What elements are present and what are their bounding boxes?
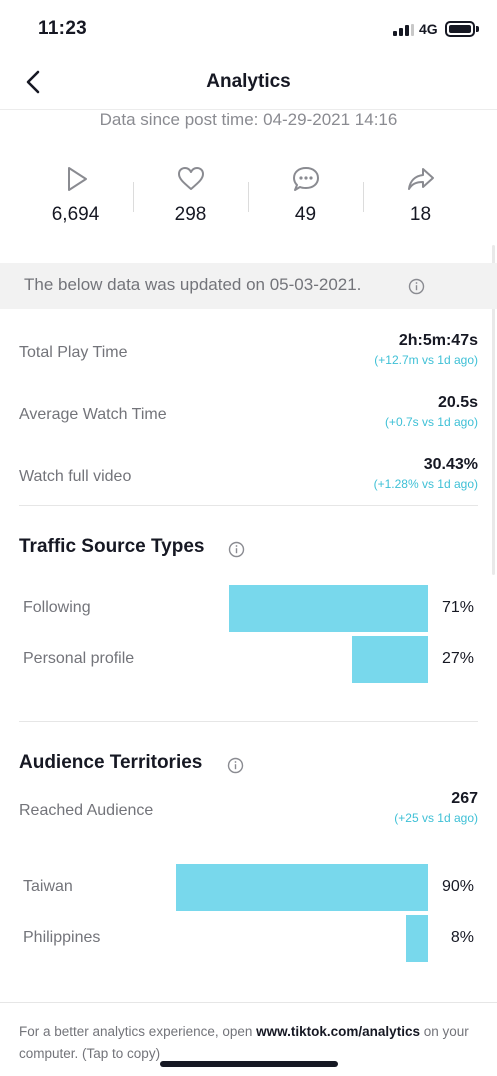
back-button[interactable] — [20, 68, 48, 96]
bar-label: Taiwan — [23, 878, 73, 895]
stat-likes: 298 — [133, 160, 248, 240]
metric-delta: (+1.28% vs 1d ago) — [373, 477, 478, 491]
battery-cap — [476, 26, 479, 32]
engagement-stats: 6,694 298 49 18 — [18, 160, 478, 240]
reached-audience: Reached Audience 267 (+25 vs 1d ago) — [0, 790, 497, 840]
bar-percent: 90% — [441, 878, 474, 895]
divider — [19, 505, 478, 506]
data-since-text: Data since post time: 04-29-2021 14:16 — [99, 110, 398, 129]
stat-value: 18 — [409, 204, 432, 225]
info-icon[interactable] — [408, 278, 425, 295]
territory-row: Philippines 8% — [0, 915, 497, 963]
metric-label: Total Play Time — [19, 344, 128, 361]
bar-label: Personal profile — [23, 650, 135, 667]
scrollbar[interactable] — [492, 245, 495, 575]
metric-delta: (+0.7s vs 1d ago) — [384, 415, 478, 429]
footer-prefix: For a better analytics experience, open — [19, 1024, 253, 1039]
metric-label: Watch full video — [19, 468, 132, 485]
footer-note[interactable]: For a better analytics experience, open … — [19, 1021, 489, 1065]
metric-delta: (+12.7m vs 1d ago) — [374, 353, 478, 367]
comment-icon — [292, 167, 319, 191]
network-type: 4G — [419, 21, 438, 37]
bar-label: Following — [23, 599, 91, 616]
territory-bar — [406, 915, 428, 962]
stat-comments: 49 — [248, 160, 363, 240]
metric-label: Reached Audience — [19, 802, 154, 819]
stat-value: 49 — [294, 204, 317, 225]
battery-icon — [445, 21, 475, 37]
bar-percent: 27% — [441, 650, 474, 667]
share-icon — [407, 168, 434, 190]
metric-total-play-time: Total Play Time 2h:5m:47s (+12.7m vs 1d … — [0, 332, 497, 382]
traffic-section-title: Traffic Source Types — [19, 536, 205, 557]
metric-label: Average Watch Time — [19, 406, 167, 423]
bar-percent: 71% — [441, 599, 474, 616]
metric-value: 20.5s — [437, 394, 478, 411]
play-icon — [67, 167, 87, 191]
metric-value: 267 — [451, 790, 478, 807]
stat-value: 298 — [174, 204, 207, 225]
footer-suffix: on your computer. (Tap to copy) — [19, 1024, 469, 1061]
stat-shares: 18 — [363, 160, 478, 240]
stat-value: 6,694 — [51, 204, 100, 225]
status-bar: 11:23 4G — [0, 0, 497, 56]
divider — [19, 721, 478, 722]
metric-value: 30.43% — [423, 456, 478, 473]
metric-average-watch-time: Average Watch Time 20.5s (+0.7s vs 1d ag… — [0, 394, 497, 444]
page-title: Analytics — [206, 71, 291, 92]
banner-text: The below data was updated on 05-03-2021… — [24, 275, 362, 294]
info-icon[interactable] — [228, 541, 245, 558]
territory-row: Taiwan 90% — [0, 864, 497, 912]
signal-icon — [393, 24, 415, 36]
metric-watch-full-video: Watch full video 30.43% (+1.28% vs 1d ag… — [0, 456, 497, 506]
divider — [0, 1002, 497, 1003]
traffic-bar — [229, 585, 428, 632]
info-icon[interactable] — [227, 757, 244, 774]
metric-value: 2h:5m:47s — [398, 332, 478, 349]
territory-bar — [176, 864, 428, 911]
stat-plays: 6,694 — [18, 160, 133, 240]
traffic-row: Personal profile 27% — [0, 636, 497, 684]
nav-bar: Analytics — [0, 56, 497, 110]
bar-label: Philippines — [23, 929, 101, 946]
update-banner: The below data was updated on 05-03-2021… — [0, 263, 497, 309]
traffic-bar — [352, 636, 428, 683]
traffic-row: Following 71% — [0, 585, 497, 633]
heart-icon — [177, 167, 204, 190]
metric-delta: (+25 vs 1d ago) — [394, 811, 478, 825]
home-indicator — [160, 1061, 338, 1067]
audience-section-title: Audience Territories — [19, 752, 203, 773]
bar-percent: 8% — [450, 929, 474, 946]
chevron-left-icon — [26, 70, 40, 94]
status-time: 11:23 — [38, 18, 88, 39]
analytics-link[interactable]: www.tiktok.com/analytics — [256, 1024, 420, 1039]
